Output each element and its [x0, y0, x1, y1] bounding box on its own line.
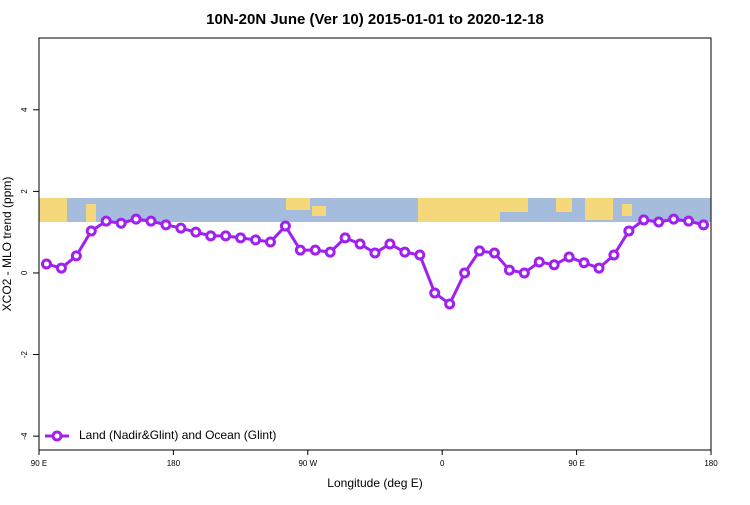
data-point	[354, 238, 366, 250]
data-point	[578, 257, 590, 269]
data-point	[653, 216, 665, 228]
data-point	[623, 225, 635, 237]
data-point	[40, 258, 52, 270]
data-point	[190, 226, 202, 238]
data-point	[563, 251, 575, 263]
data-point	[444, 298, 456, 310]
data-point	[698, 219, 710, 231]
chart-title: 10N-20N June (Ver 10) 2015-01-01 to 2020…	[206, 11, 544, 28]
series-line	[46, 217, 704, 307]
y-tick-label: -4	[20, 432, 29, 440]
data-point	[235, 232, 247, 244]
data-point	[220, 230, 232, 242]
data-point	[369, 247, 381, 259]
y-tick-label: 4	[20, 107, 29, 112]
legend-marker	[51, 430, 63, 442]
x-tick-label: 90 E	[568, 459, 584, 468]
data-point	[279, 220, 291, 232]
data-point	[55, 262, 67, 274]
data-point	[115, 217, 127, 229]
x-tick-label: 180	[704, 459, 718, 468]
x-tick-label: 90 W	[298, 459, 317, 468]
data-point	[488, 247, 500, 259]
data-point	[175, 222, 187, 234]
data-point	[294, 244, 306, 256]
data-point	[145, 215, 157, 227]
data-point	[593, 262, 605, 274]
data-point	[414, 249, 426, 261]
data-point	[205, 230, 217, 242]
y-tick-label: -2	[20, 350, 29, 358]
data-point	[384, 238, 396, 250]
data-point	[474, 245, 486, 257]
data-point	[70, 250, 82, 262]
data-point	[608, 249, 620, 261]
data-point	[429, 287, 441, 299]
data-point	[399, 246, 411, 258]
data-point	[160, 219, 172, 231]
y-axis-label: XCO2 - MLO trend (ppm)	[0, 177, 14, 312]
data-point	[668, 213, 680, 225]
x-tick-label: 180	[167, 459, 181, 468]
y-tick-label: 0	[20, 270, 29, 275]
data-point	[459, 267, 471, 279]
legend-label: Land (Nadir&Glint) and Ocean (Glint)	[79, 428, 276, 442]
data-point	[309, 244, 321, 256]
x-axis-label: Longitude (deg E)	[327, 476, 422, 490]
data-point	[638, 214, 650, 226]
data-point	[683, 215, 695, 227]
plot-frame	[38, 37, 712, 451]
y-tick-label: 2	[20, 189, 29, 194]
data-point	[339, 232, 351, 244]
data-point	[85, 225, 97, 237]
data-point	[533, 256, 545, 268]
data-point	[264, 236, 276, 248]
x-tick-label: 0	[440, 459, 445, 468]
data-point	[503, 264, 515, 276]
data-point	[518, 267, 530, 279]
data-point	[100, 215, 112, 227]
data-point	[324, 246, 336, 258]
data-point	[250, 234, 262, 246]
data-point	[548, 259, 560, 271]
x-tick-label: 90 E	[31, 459, 47, 468]
data-point	[130, 213, 142, 225]
